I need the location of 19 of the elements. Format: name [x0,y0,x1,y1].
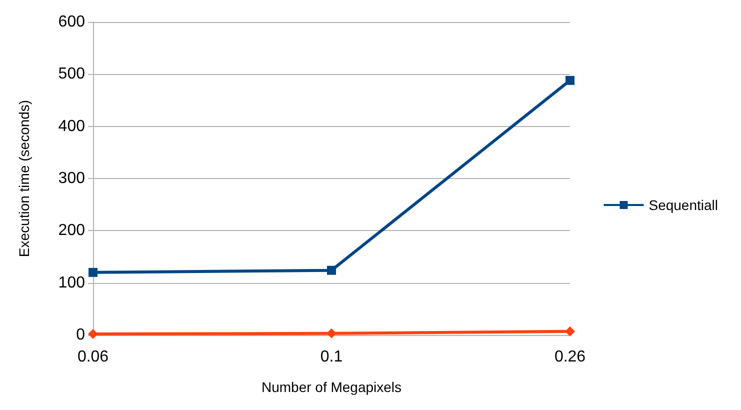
y-tick-label: 400 [58,118,86,135]
point [88,268,98,277]
legend-label: Sequentiall [648,197,718,213]
y-axis-title: Execution time (seconds) [16,100,32,258]
x-tick-label: 0.1 [320,348,343,366]
y-tick-label: 200 [58,222,86,240]
point [327,266,336,275]
point [88,328,98,339]
y-tick-label: 600 [58,14,86,30]
point [326,328,336,338]
y-tick-label: 0 [76,326,86,344]
y-tick-label: 100 [58,274,86,292]
x-tick-label: 0.06 [77,348,109,366]
point [566,76,574,85]
point [565,326,575,336]
x-tick-label: 0.26 [554,348,586,366]
y-tick-label: 500 [58,66,86,83]
x-axis-title: Number of Megapixels [261,379,402,395]
y-tick-label: 300 [58,170,86,187]
